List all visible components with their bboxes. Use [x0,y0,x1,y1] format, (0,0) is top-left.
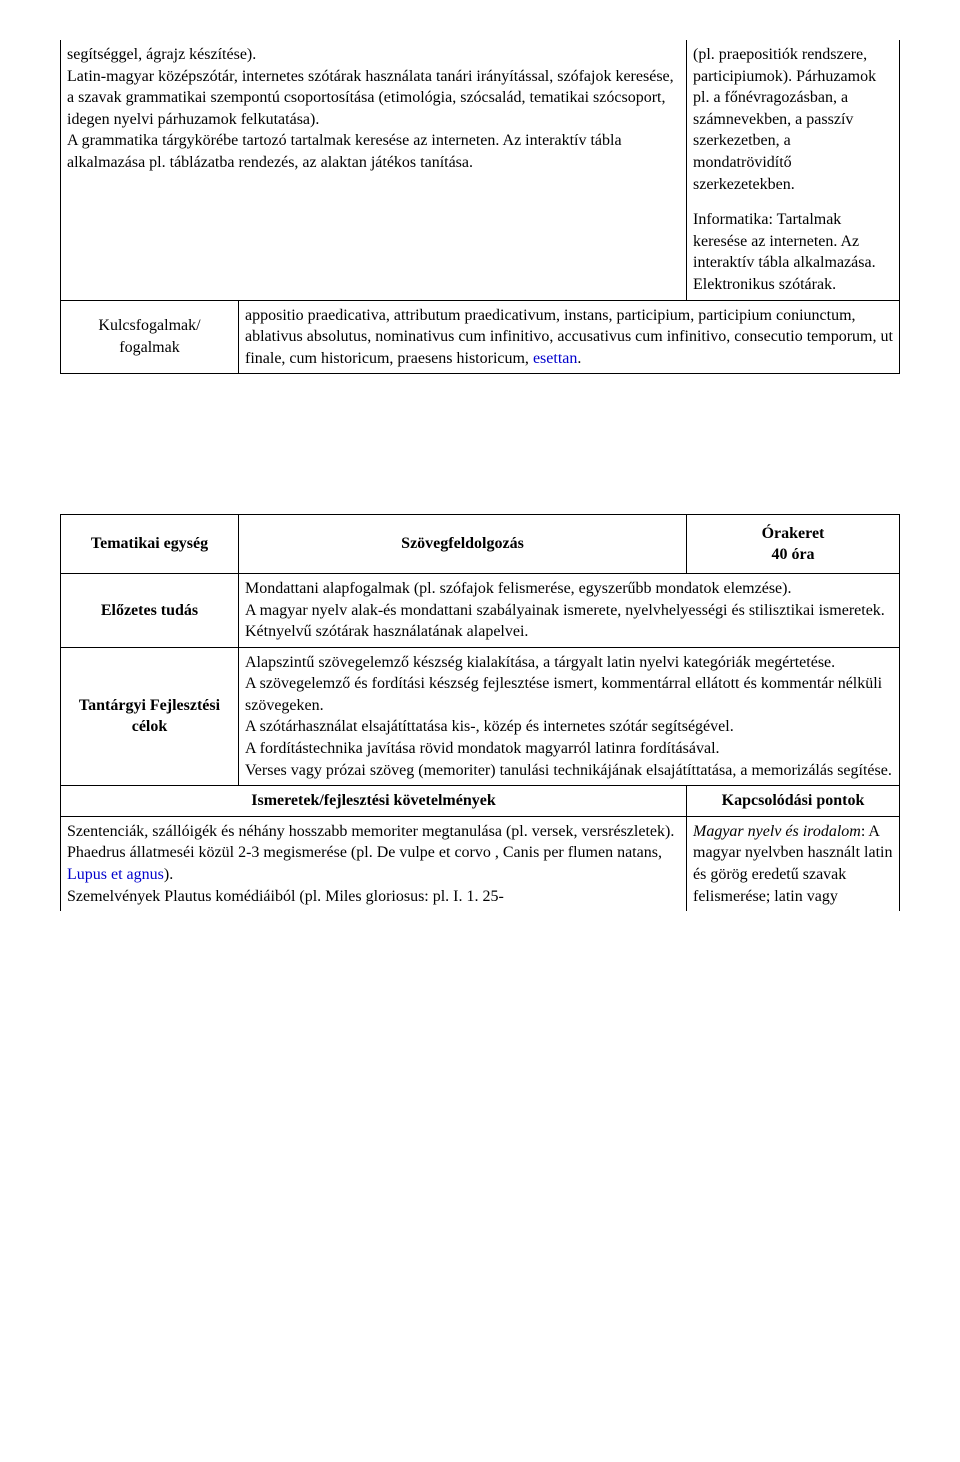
keyconcepts-text-b: esettan [533,350,577,367]
cell-thematic-unit-label: Tematikai egység [61,515,239,574]
cell-connections-header: Kapcsolódási pontok [687,786,900,817]
cell-top-right: (pl. praepositiók rendszere, participium… [687,40,900,300]
thematic-unit-title: Szövegfeldolgozás [401,535,524,552]
cell-requirements-body: Szentenciák, szállóigék és néhány hossza… [61,816,687,911]
table-top: segítséggel, ágrajz készítése). Latin-ma… [60,40,900,374]
top-right-p2: Informatika: Tartalmak keresése az inter… [693,209,893,295]
requirements-header: Ismeretek/fejlesztési követelmények [251,792,496,809]
cell-keyconcepts-label: Kulcsfogalmak/ fogalmak [61,300,239,374]
cell-top-left: segítséggel, ágrajz készítése). Latin-ma… [61,40,687,300]
table-gap [60,374,900,514]
cell-requirements-header: Ismeretek/fejlesztési követelmények [61,786,687,817]
prior-knowledge-label: Előzetes tudás [101,602,198,619]
cell-thematic-unit-title: Szövegfeldolgozás [239,515,687,574]
cell-prior-knowledge-text: Mondattani alapfogalmak (pl. szófajok fe… [239,573,900,647]
keyconcepts-label: Kulcsfogalmak/ fogalmak [98,317,200,356]
timeframe-label: Órakeret [693,523,893,545]
cell-dev-goals-label: Tantárgyi Fejlesztési célok [61,647,239,786]
prior-knowledge-text: Mondattani alapfogalmak (pl. szófajok fe… [245,580,885,640]
cell-timeframe: Órakeret 40 óra [687,515,900,574]
cell-prior-knowledge-label: Előzetes tudás [61,573,239,647]
top-right-p1: (pl. praepositiók rendszere, participium… [693,44,893,195]
cell-dev-goals-text: Alapszintű szövegelemző készség kialakít… [239,647,900,786]
requirements-body-a: Szentenciák, szállóigék és néhány hossza… [67,823,674,862]
cell-connections-body: Magyar nyelv és irodalom: A magyar nyelv… [687,816,900,911]
connections-body-a: Magyar nyelv és irodalom [693,823,861,840]
thematic-unit-label: Tematikai egység [91,535,208,552]
top-left-text: segítséggel, ágrajz készítése). Latin-ma… [67,46,674,171]
requirements-body-b: Lupus et agnus [67,866,164,883]
connections-header: Kapcsolódási pontok [722,792,865,809]
table-bottom: Tematikai egység Szövegfeldolgozás Órake… [60,514,900,911]
timeframe-value: 40 óra [693,544,893,566]
cell-keyconcepts-text: appositio praedicativa, attributum praed… [239,300,900,374]
dev-goals-text: Alapszintű szövegelemző készség kialakít… [245,654,892,779]
dev-goals-label: Tantárgyi Fejlesztési célok [79,697,220,736]
keyconcepts-text-c: . [577,350,581,367]
